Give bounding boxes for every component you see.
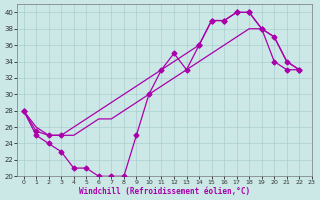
X-axis label: Windchill (Refroidissement éolien,°C): Windchill (Refroidissement éolien,°C)	[79, 187, 250, 196]
